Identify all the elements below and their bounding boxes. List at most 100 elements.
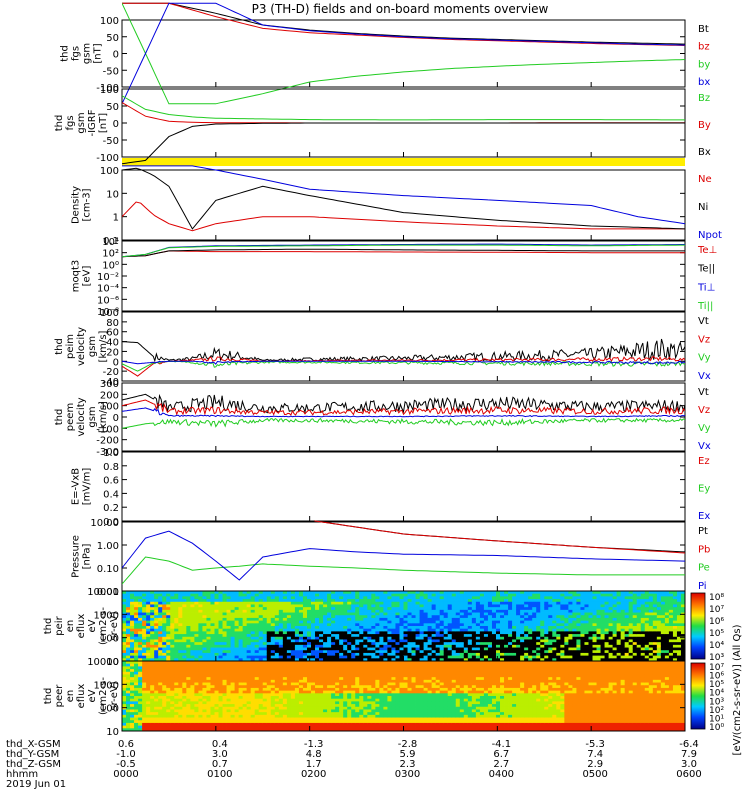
panel-frame [122, 20, 685, 87]
panel-frame [122, 452, 685, 521]
x-tick-label: 0100 [207, 769, 232, 780]
y-tick-label: 0 [113, 413, 119, 424]
y-axis-label-line: sr-eV) [109, 611, 120, 640]
spectrogram-10 [122, 661, 685, 731]
y-axis-label: Pressure[nPa] [71, 535, 93, 578]
y-axis-label: thdpeemvelocitygsm[km/s] [54, 397, 109, 436]
y-axis-label: moqt3[eV] [71, 260, 93, 293]
legend-entry: by [698, 59, 710, 70]
y-axis-label-line: peem [65, 403, 76, 431]
y-axis-label-line: gsm [87, 336, 98, 357]
legend-entry: Ni [698, 202, 708, 213]
y-axis-label-line: fgs [65, 115, 76, 130]
legend-entry: Ne [698, 174, 712, 185]
panel-5: 100806040200-20-40thdpeimvelocitygsm[km/… [54, 308, 711, 388]
y-tick-label: 10² [102, 249, 119, 260]
y-tick-label: -100 [96, 153, 119, 164]
y-tick-label: 0 [113, 50, 119, 61]
legend-entry: Bz [698, 93, 710, 104]
y-axis-label-line: thd [43, 688, 54, 705]
panel-frame [122, 312, 685, 381]
colorbar-tick-label: 10⁵ [709, 629, 724, 639]
x-tick-label: 0300 [395, 769, 420, 780]
colorbar-tick-label: 10⁴ [709, 641, 724, 651]
panel-9: 10⁸10⁷10⁶10⁵10⁴10³10000100010010thdpeire… [43, 587, 724, 668]
legend-entry: Vx [698, 441, 711, 452]
y-axis-label-line: thd [43, 618, 54, 635]
series-group [122, 244, 685, 257]
y-tick-label: -200 [96, 436, 119, 447]
y-axis-label-line: Density [71, 186, 82, 224]
y-axis-label: thdpeimvelocitygsm[km/s] [54, 327, 109, 366]
y-tick-label: 0.2 [103, 503, 119, 514]
y-axis-label-line: [nT] [98, 113, 109, 133]
y-axis-label: thdfgsgsm[nT] [60, 43, 104, 64]
y-tick-label: 100 [100, 16, 119, 27]
y-tick-label: 10000 [87, 657, 119, 668]
y-axis-label: Density[cm-3] [71, 186, 93, 224]
y-axis-label-line: en [65, 620, 76, 633]
x-tick-label: 0600 [676, 769, 701, 780]
legend-entry: Pe [698, 563, 710, 574]
colorbar-tick-label: 10⁰ [709, 723, 724, 733]
series-group [122, 166, 685, 231]
y-axis-label-line: peim [65, 334, 76, 359]
y-tick-label: 0 [113, 119, 119, 130]
y-tick-label: 10.00 [90, 518, 119, 529]
panel-frame [122, 170, 685, 240]
y-tick-label: 50 [106, 33, 119, 44]
y-axis-label-line: peer [54, 684, 65, 708]
colorbar-tick-label: 10³ [709, 653, 724, 663]
y-axis-label-line: [nT] [93, 43, 104, 63]
panel-4: 10⁴10²10⁰10⁻²10⁻⁴10⁻⁶10⁻⁸moqt3[eV]Te⊥Te|… [71, 237, 718, 318]
colorbar-label: [eV/(cm2-s-sr-eV)] (All Qs) [732, 624, 743, 755]
legend-entry: Pt [698, 526, 708, 537]
colorbar-9 [691, 593, 705, 659]
x-tick-label: 0200 [301, 769, 326, 780]
legend-entry: Vz [698, 334, 710, 345]
y-tick-label: 10 [106, 727, 119, 738]
panel-10: 10⁷10⁶10⁵10⁴10³10²10¹10⁰10000100010010th… [43, 657, 724, 738]
y-axis-label-line: eflux [76, 614, 87, 639]
colorbar-tick-label: 10⁸ [709, 593, 724, 603]
y-tick-label: 10000 [87, 587, 119, 598]
y-tick-label: 10⁰ [102, 260, 119, 271]
y-axis-label-line: (cm2-s- [98, 677, 109, 715]
x-tick-label: 0500 [582, 769, 607, 780]
y-axis-label-line: velocity [76, 327, 87, 366]
legend-entry: Pb [698, 544, 710, 555]
colorbar-10 [691, 663, 705, 729]
y-axis-label-line: thd [54, 115, 65, 132]
y-axis-label-line: eV [87, 619, 98, 632]
y-axis-label: thdpeirenefluxeV(cm2-s-sr-eV) [43, 607, 120, 645]
chart-title: P3 (TH-D) fields and on-board moments ov… [252, 2, 549, 16]
legend-entry: Vy [698, 353, 711, 364]
spectrogram-9 [122, 591, 685, 661]
legend-entry: Vy [698, 423, 711, 434]
y-tick-label: 10 [106, 189, 119, 200]
legend-entry: Ez [698, 456, 710, 467]
colorbar-tick-label: 10⁶ [709, 617, 724, 627]
y-axis-label-line: thd [54, 338, 65, 355]
y-tick-label: -50 [103, 66, 119, 77]
y-tick-label: 10⁻⁶ [97, 295, 119, 306]
y-axis-label-line: [nPa] [82, 543, 93, 569]
y-axis-label-line: (cm2-s- [98, 607, 109, 645]
y-axis-label-line: sr-eV) [109, 681, 120, 710]
y-axis-label-line: fgs [71, 46, 82, 61]
legend-entry: Ti⊥ [697, 282, 715, 293]
y-tick-label: 10⁻⁴ [97, 284, 119, 295]
y-axis-label-line: velocity [76, 397, 87, 436]
series-line [122, 557, 685, 584]
y-tick-label: 100 [100, 166, 119, 177]
series-line [122, 419, 685, 429]
y-axis-label-line: gsm [76, 112, 87, 133]
y-axis-label-line: gsm [87, 406, 98, 427]
y-axis-label-line: moqt3 [71, 260, 82, 293]
x-tick-label: 0400 [489, 769, 514, 780]
y-axis-label-line: thd [60, 45, 71, 62]
